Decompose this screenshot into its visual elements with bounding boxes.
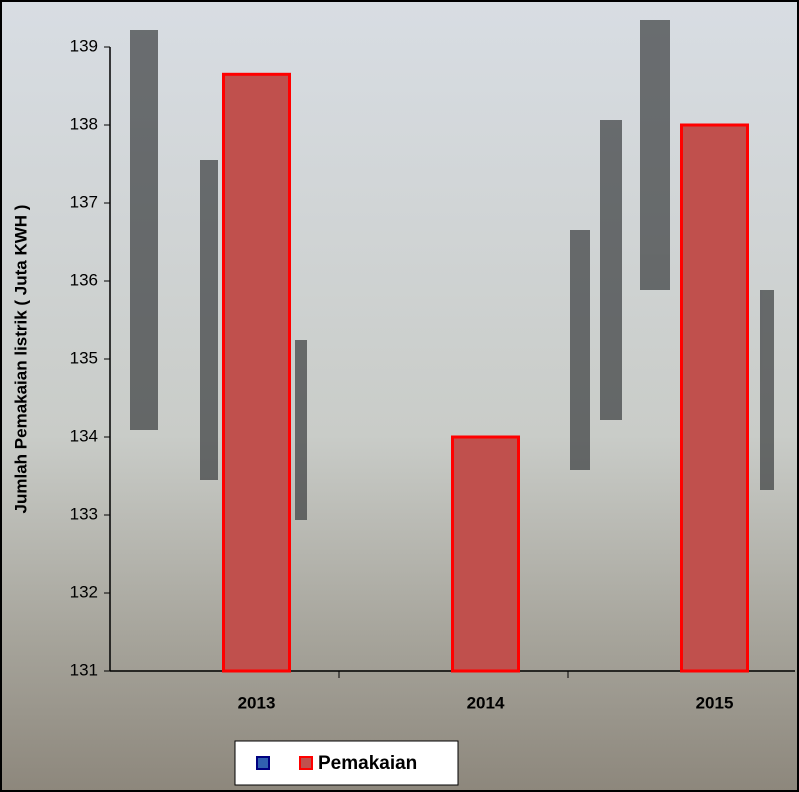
y-tick-label: 134 (70, 426, 98, 445)
y-tick-label: 132 (70, 582, 98, 601)
y-tick-label: 139 (70, 36, 98, 55)
y-tick-label: 138 (70, 114, 98, 133)
bar (453, 437, 519, 671)
legend-label: Pemakaian (318, 753, 417, 774)
y-axis-label: Jumlah Pemakaian listrik ( Juta KWH ) (11, 205, 30, 514)
x-tick-label: 2015 (696, 693, 734, 712)
y-tick-label: 136 (70, 270, 98, 289)
bar (224, 74, 290, 671)
y-tick-label: 131 (70, 660, 98, 679)
x-tick-label: 2013 (238, 693, 276, 712)
legend-marker (257, 757, 269, 769)
x-tick-label: 2014 (467, 693, 505, 712)
y-tick-label: 137 (70, 192, 98, 211)
bar (682, 125, 748, 671)
y-tick-label: 133 (70, 504, 98, 523)
legend-swatch (300, 757, 312, 769)
chart: Jumlah Pemakaian listrik ( Juta KWH ) Pe… (0, 0, 799, 792)
legend: Pemakaian (235, 741, 458, 785)
background (1, 1, 798, 791)
y-tick-label: 135 (70, 348, 98, 367)
